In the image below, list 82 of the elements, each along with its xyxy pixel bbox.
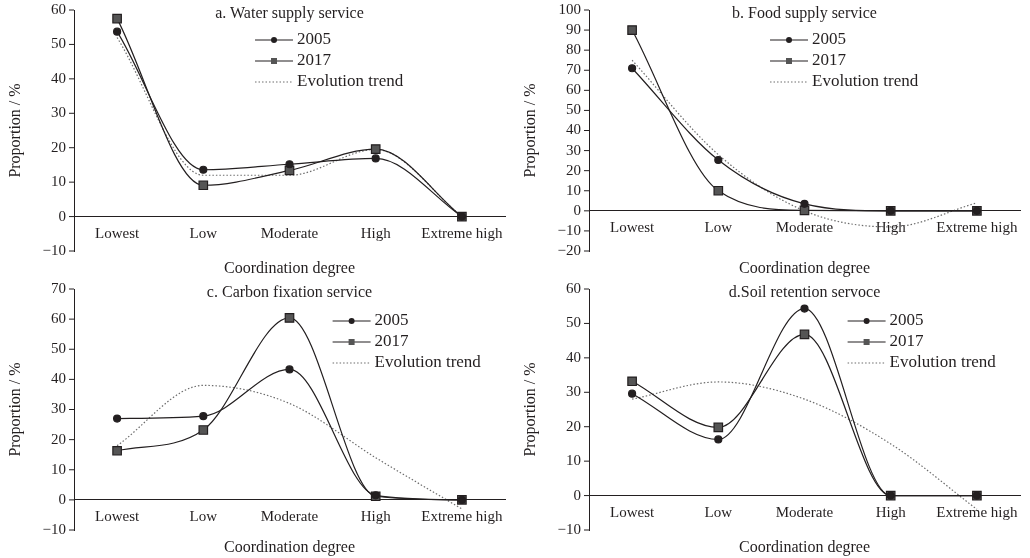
y-tick-label: 50 xyxy=(566,101,581,118)
y-tick-label: 0 xyxy=(573,486,581,503)
y-tick-label: 60 xyxy=(566,279,581,296)
x-tick-label: Low xyxy=(189,507,218,524)
y-tick-label: 50 xyxy=(51,340,66,357)
x-tick-label: Lowest xyxy=(95,224,140,241)
legend-label: Evolution trend xyxy=(812,71,919,91)
y-tick-label: 30 xyxy=(51,400,66,417)
x-axis-title: Coordination degree xyxy=(223,259,356,278)
y-tick-label: −10 xyxy=(42,241,66,258)
x-axis-title: Coordination degree xyxy=(223,538,356,557)
x-tick-label: High xyxy=(360,507,392,524)
chart-title: a. Water supply service xyxy=(215,4,364,23)
x-tick-label: Lowest xyxy=(610,218,655,235)
x-tick-label: Moderate xyxy=(260,224,319,241)
legend-label: 2005 xyxy=(374,310,409,330)
x-tick-label: Low xyxy=(704,503,733,520)
legend-label: Evolution trend xyxy=(374,352,482,372)
x-tick-label: Lowest xyxy=(95,507,140,524)
x-tick-label: Moderate xyxy=(775,218,834,235)
y-tick-label: 50 xyxy=(566,314,581,331)
y-tick-label: 10 xyxy=(566,452,581,469)
y-tick-label: 30 xyxy=(566,383,581,400)
chart-title: c. Carbon fixation service xyxy=(206,283,373,301)
legend-label: 2005 xyxy=(889,310,924,330)
y-tick-label: 70 xyxy=(566,61,581,78)
x-tick-label: Moderate xyxy=(260,507,319,524)
y-tick-label: 40 xyxy=(566,121,581,138)
x-tick-label: Low xyxy=(189,224,218,241)
y-tick-label: 40 xyxy=(51,69,66,86)
legend-label: 2017 xyxy=(812,50,847,70)
x-tick-label: Lowest xyxy=(610,503,655,520)
legend-label: 2017 xyxy=(889,331,925,351)
chart-title: d.Soil retention servoce xyxy=(728,283,881,301)
y-tick-label: 50 xyxy=(51,35,66,52)
y-tick-label: 60 xyxy=(566,81,581,98)
y-axis-title: Proportion / % xyxy=(5,83,24,178)
y-axis-title: Proportion / % xyxy=(520,83,539,178)
y-tick-label: 80 xyxy=(566,41,581,58)
y-tick-label: −10 xyxy=(557,520,581,537)
y-tick-label: 30 xyxy=(51,104,66,121)
y-tick-label: 10 xyxy=(51,460,66,477)
y-tick-label: −10 xyxy=(557,221,581,238)
y-tick-label: 60 xyxy=(51,310,66,327)
y-tick-label: 30 xyxy=(566,141,581,158)
y-tick-label: 40 xyxy=(51,370,66,387)
y-tick-label: 20 xyxy=(51,430,66,447)
x-axis-title: Coordination degree xyxy=(738,259,871,278)
x-axis-title: Coordination degree xyxy=(738,538,871,557)
x-tick-label: High xyxy=(875,503,907,520)
x-tick-label: Extreme high xyxy=(936,218,1019,235)
y-tick-label: 60 xyxy=(51,0,66,17)
x-tick-label: High xyxy=(360,224,392,241)
y-tick-label: −20 xyxy=(557,241,581,258)
y-tick-label: 90 xyxy=(566,21,581,38)
y-tick-label: 0 xyxy=(58,490,66,507)
y-tick-label: 10 xyxy=(51,173,66,190)
y-tick-label: 20 xyxy=(51,138,66,155)
y-tick-label: 20 xyxy=(566,161,581,178)
y-tick-label: 0 xyxy=(573,201,581,218)
y-tick-label: 40 xyxy=(566,348,581,365)
chart-title: b. Food supply service xyxy=(732,4,877,23)
legend-label: 2017 xyxy=(297,50,332,70)
legend-label: Evolution trend xyxy=(889,352,997,372)
x-tick-label: Extreme high xyxy=(936,503,1019,520)
legend-label: 2005 xyxy=(297,29,332,49)
y-tick-label: 100 xyxy=(558,0,581,17)
y-tick-label: 20 xyxy=(566,417,581,434)
x-tick-label: Extreme high xyxy=(421,224,504,241)
y-tick-label: 0 xyxy=(58,207,66,224)
x-tick-label: High xyxy=(875,218,907,235)
x-tick-label: Moderate xyxy=(775,503,834,520)
legend-label: 2017 xyxy=(374,331,410,351)
x-tick-label: Low xyxy=(704,218,733,235)
legend-label: 2005 xyxy=(812,29,847,49)
y-axis-title: Proportion / % xyxy=(520,362,539,457)
legend-label: Evolution trend xyxy=(297,71,404,91)
y-tick-label: 10 xyxy=(566,181,581,198)
y-tick-label: −10 xyxy=(42,520,66,537)
y-axis-title: Proportion / % xyxy=(5,362,24,457)
y-tick-label: 70 xyxy=(51,279,66,296)
x-tick-label: Extreme high xyxy=(421,507,504,524)
